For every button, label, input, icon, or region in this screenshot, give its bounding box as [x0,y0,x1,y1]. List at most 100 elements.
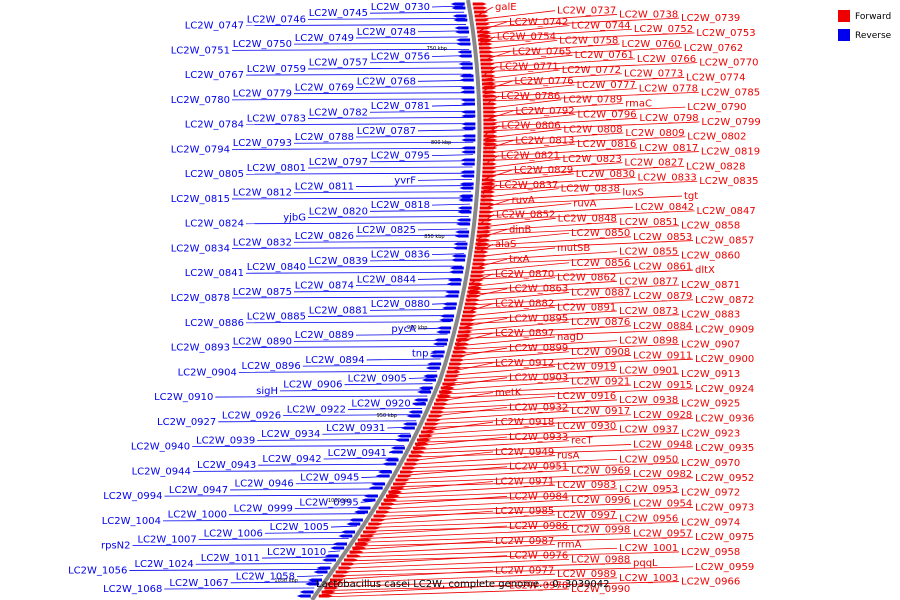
forward-gene-arrow [477,34,492,38]
connector-line [479,221,618,232]
reverse-gene-label: LC2W_0889 [295,330,354,341]
connector-line [355,185,472,187]
forward-gene-arrow [482,82,497,86]
connector-line [293,290,458,293]
forward-gene-arrow [445,374,460,378]
connector-line [399,466,508,477]
forward-gene-arrow [397,474,412,478]
connector-line [474,254,680,265]
forward-gene-label: LC2W_0790 [687,102,746,113]
forward-gene-label: luxS [622,187,643,198]
connector-line [459,325,632,336]
reverse-gene-arrow [461,122,476,126]
connector-line [482,58,635,69]
connector-line [198,538,349,540]
forward-gene-label: LC2W_0773 [624,69,683,80]
connector-line [479,25,570,35]
connector-lines [129,5,700,598]
connector-line [231,48,470,51]
reverse-gene-label: tnp [412,349,429,360]
forward-gene-arrow [483,122,498,126]
reverse-gene-label: LC2W_0811 [295,182,354,193]
reverse-gene-label: LC2W_0896 [242,361,301,372]
reverse-gene-label: LC2W_0832 [233,237,292,248]
connector-line [423,421,494,432]
reverse-gene-arrow [406,414,421,418]
forward-gene-arrow [481,78,496,82]
reverse-gene-arrow [458,66,473,70]
kbp-mark: 750 kbp [427,46,447,52]
reverse-gene-label: LC2W_0820 [309,206,368,217]
forward-gene-label: LC2W_0776 [514,76,573,87]
forward-gene-arrow [482,158,497,162]
connector-line [294,507,369,509]
forward-gene-label: LC2W_0956 [619,514,678,525]
forward-gene-label: LC2W_0855 [619,247,678,258]
forward-gene-arrow [410,450,425,454]
reverse-gene-label: LC2W_0920 [351,398,410,409]
forward-gene-label: LC2W_0872 [695,295,754,306]
connector-line [332,570,494,580]
legend-reverse-label: Reverse [855,31,892,41]
connector-line [195,562,332,565]
forward-gene-label: LC2W_0903 [509,373,568,384]
connector-line [484,162,623,173]
reverse-gene-label: LC2W_1005 [270,522,329,533]
connector-line [293,191,472,194]
reverse-gene-arrow [332,542,347,546]
connector-line [132,544,345,547]
forward-gene-label: LC2W_0860 [681,250,740,261]
reverse-gene-label: LC2W_0904 [178,367,237,378]
forward-gene-arrow [474,246,489,250]
reverse-gene-label: LC2W_0839 [309,256,368,267]
connector-line [460,321,570,332]
forward-gene-arrow [478,42,493,46]
connector-line [231,197,471,200]
reverse-gene-arrow [338,534,353,538]
connector-line [485,121,700,132]
connector-line [474,251,618,262]
connector-line [421,425,556,436]
forward-gene-label: LC2W_0957 [633,528,692,539]
reverse-gene-label: LC2W_0934 [261,429,320,440]
connector-line [355,234,467,237]
connector-line [428,410,570,421]
reverse-gene-label: LC2W_0875 [233,287,292,298]
forward-gene-label: LC2W_0891 [557,302,616,313]
forward-gene-arrow [442,382,457,386]
forward-gene-arrow [324,586,339,590]
forward-gene-label: LC2W_0744 [571,21,630,32]
connector-line [283,414,420,417]
forward-gene-label: LC2W_0933 [509,432,568,443]
forward-gene-label: LC2W_0847 [697,206,756,217]
reverse-gene-arrow [452,246,467,250]
forward-gene-arrow [474,250,489,254]
forward-gene-label: LC2W_0876 [571,317,630,328]
forward-gene-arrow [468,286,483,290]
forward-gene-label: LC2W_0877 [619,276,678,287]
kbp-mark: 800 kbp [431,140,451,146]
reverse-gene-arrow [447,278,462,282]
forward-gene-arrow [416,438,431,442]
reverse-gene-arrow [418,386,433,390]
connector-line [231,98,473,101]
forward-gene-arrow [475,242,490,246]
reverse-gene-label: LC2W_0885 [247,312,306,323]
connector-line [389,484,556,495]
reverse-gene-label: LC2W_1007 [137,534,196,545]
connector-line [369,308,454,311]
forward-gene-label: LC2W_0786 [501,91,560,102]
connector-line [372,510,494,521]
forward-gene-label: LC2W_0959 [695,562,754,573]
connector-line [435,395,556,406]
forward-gene-label: LC2W_0898 [619,336,678,347]
forward-gene-label: LC2W_0937 [619,425,678,436]
reverse-gene-label: LC2W_1006 [204,528,263,539]
forward-gene-label: tgt [684,191,698,202]
forward-gene-label: rusA [557,451,580,462]
reverse-gene-label: LC2W_1068 [103,584,162,595]
reverse-gene-arrow [382,462,397,466]
connector-line [485,114,576,124]
forward-gene-arrow [420,430,435,434]
connector-line [447,366,556,376]
